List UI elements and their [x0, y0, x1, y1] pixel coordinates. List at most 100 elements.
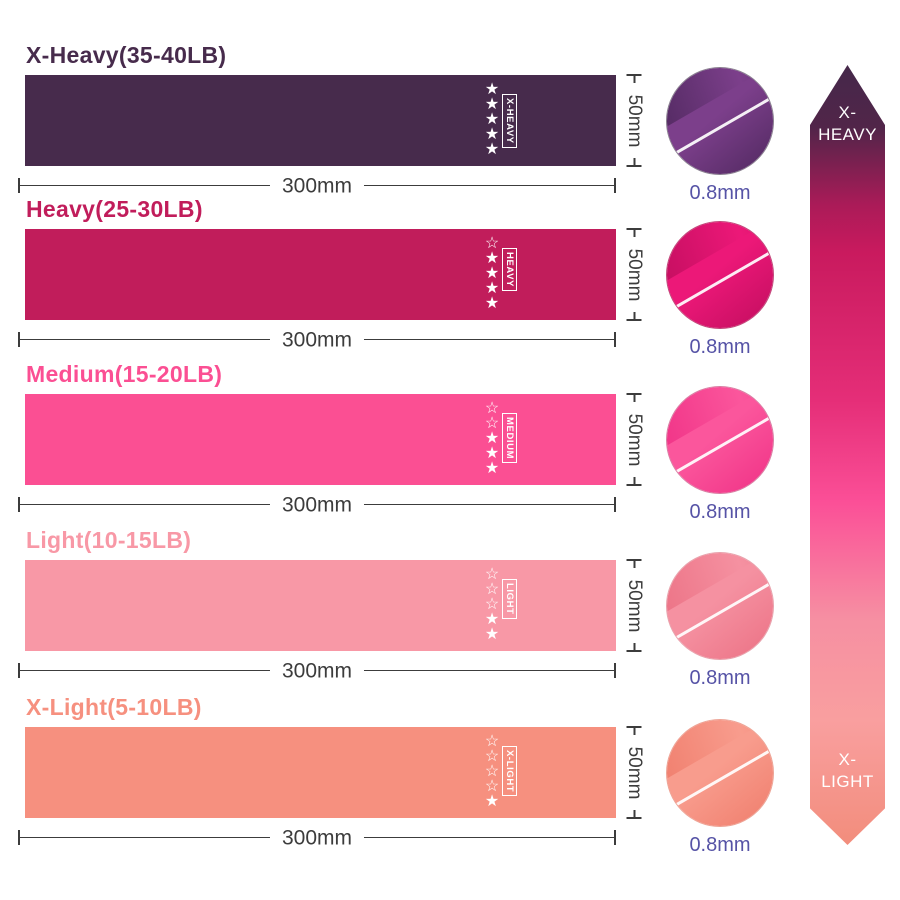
strength-scale-arrow: X- HEAVY X- LIGHT — [810, 65, 885, 845]
star-filled-icon: ★ — [484, 430, 500, 447]
band-fold-photo: 0.8mm — [664, 386, 776, 522]
dim-tick-bottom — [626, 158, 642, 167]
height-dimension: 50mm — [621, 228, 647, 321]
dim-tick-bottom — [626, 810, 642, 819]
height-dimension: 50mm — [621, 393, 647, 486]
star-outline-icon: ☆ — [484, 778, 500, 795]
star-outline-icon: ☆ — [484, 566, 500, 583]
height-dimension: 50mm — [621, 559, 647, 652]
resistance-band: ☆ ☆ ★ ★ ★ MEDIUM — [25, 394, 616, 485]
star-outline-icon: ☆ — [484, 596, 500, 613]
height-dimension: 50mm — [621, 726, 647, 819]
height-dimension-label: 50mm — [624, 413, 645, 466]
strength-stars: ☆ ☆ ☆ ☆ ★ — [480, 733, 504, 810]
dim-tick-left — [18, 497, 20, 512]
star-filled-icon: ★ — [484, 280, 500, 297]
fold-photo-circle — [666, 719, 774, 827]
star-filled-icon: ★ — [484, 141, 500, 158]
band-strength-tag: X-LIGHT — [502, 746, 517, 797]
height-dimension: 50mm — [621, 74, 647, 167]
scale-bottom-line1: X- — [838, 750, 857, 769]
height-dimension-label: 50mm — [624, 746, 645, 799]
dim-tick-bottom — [626, 643, 642, 652]
star-filled-icon: ★ — [484, 626, 500, 643]
dim-tick-top — [626, 228, 642, 237]
width-dimension-label: 300mm — [269, 492, 365, 517]
star-outline-icon: ☆ — [484, 235, 500, 252]
star-filled-icon: ★ — [484, 250, 500, 267]
dim-tick-left — [18, 663, 20, 678]
dim-tick-right — [614, 332, 616, 347]
dim-tick-left — [18, 178, 20, 193]
star-outline-icon: ☆ — [484, 763, 500, 780]
scale-top-label: X- HEAVY — [810, 102, 885, 146]
scale-top-line1: X- — [838, 103, 857, 122]
star-filled-icon: ★ — [484, 793, 500, 810]
strength-stars: ☆ ☆ ★ ★ ★ — [480, 400, 504, 477]
thickness-label: 0.8mm — [689, 501, 751, 523]
dim-tick-bottom — [626, 312, 642, 321]
strength-stars: ★ ★ ★ ★ ★ — [480, 81, 504, 158]
dim-tick-top — [626, 74, 642, 83]
band-strength-tag: HEAVY — [502, 248, 517, 292]
dim-tick-left — [18, 332, 20, 347]
band-strength-tag: X-HEAVY — [502, 94, 517, 148]
fold-photo-circle — [666, 552, 774, 660]
scale-top-line2: HEAVY — [818, 125, 877, 144]
fold-photo-circle — [666, 386, 774, 494]
height-dimension-label: 50mm — [624, 248, 645, 301]
width-dimension-label: 300mm — [269, 173, 365, 198]
star-filled-icon: ★ — [484, 126, 500, 143]
resistance-band: ☆ ★ ★ ★ ★ HEAVY — [25, 229, 616, 320]
dim-tick-left — [18, 830, 20, 845]
band-title: Medium(15-20LB) — [26, 361, 223, 387]
width-dimension-label: 300mm — [269, 825, 365, 850]
dim-tick-right — [614, 178, 616, 193]
band-strength-tag: LIGHT — [502, 579, 517, 619]
band-title: X-Heavy(35-40LB) — [26, 42, 227, 68]
star-outline-icon: ☆ — [484, 748, 500, 765]
fold-photo-circle — [666, 67, 774, 175]
band-fold-photo: 0.8mm — [664, 719, 776, 855]
star-outline-icon: ☆ — [484, 415, 500, 432]
star-filled-icon: ★ — [484, 460, 500, 477]
dim-tick-right — [614, 497, 616, 512]
resistance-band: ☆ ☆ ☆ ☆ ★ X-LIGHT — [25, 727, 616, 818]
star-filled-icon: ★ — [484, 81, 500, 98]
dim-tick-top — [626, 559, 642, 568]
star-filled-icon: ★ — [484, 96, 500, 113]
dim-tick-top — [626, 393, 642, 402]
strength-stars: ☆ ★ ★ ★ ★ — [480, 235, 504, 312]
resistance-band: ☆ ☆ ☆ ★ ★ LIGHT — [25, 560, 616, 651]
star-filled-icon: ★ — [484, 111, 500, 128]
fold-photo-circle — [666, 221, 774, 329]
band-fold-photo: 0.8mm — [664, 552, 776, 688]
star-filled-icon: ★ — [484, 295, 500, 312]
width-dimension: 300mm — [18, 327, 616, 352]
scale-bottom-label: X- LIGHT — [810, 749, 885, 793]
width-dimension: 300mm — [18, 825, 616, 850]
dim-tick-right — [614, 663, 616, 678]
thickness-label: 0.8mm — [689, 667, 751, 689]
width-dimension: 300mm — [18, 492, 616, 517]
thickness-label: 0.8mm — [689, 182, 751, 204]
scale-bottom-line2: LIGHT — [821, 772, 874, 791]
dim-tick-right — [614, 830, 616, 845]
height-dimension-label: 50mm — [624, 579, 645, 632]
band-title: X-Light(5-10LB) — [26, 694, 202, 720]
band-title: Heavy(25-30LB) — [26, 196, 203, 222]
resistance-band: ★ ★ ★ ★ ★ X-HEAVY — [25, 75, 616, 166]
dim-tick-top — [626, 726, 642, 735]
band-fold-photo: 0.8mm — [664, 67, 776, 203]
band-title: Light(10-15LB) — [26, 527, 192, 553]
strength-stars: ☆ ☆ ☆ ★ ★ — [480, 566, 504, 643]
dim-tick-bottom — [626, 477, 642, 486]
star-outline-icon: ☆ — [484, 733, 500, 750]
band-strength-tag: MEDIUM — [502, 413, 517, 464]
star-outline-icon: ☆ — [484, 581, 500, 598]
thickness-label: 0.8mm — [689, 336, 751, 358]
star-outline-icon: ☆ — [484, 400, 500, 417]
height-dimension-label: 50mm — [624, 94, 645, 147]
star-filled-icon: ★ — [484, 265, 500, 282]
star-filled-icon: ★ — [484, 445, 500, 462]
